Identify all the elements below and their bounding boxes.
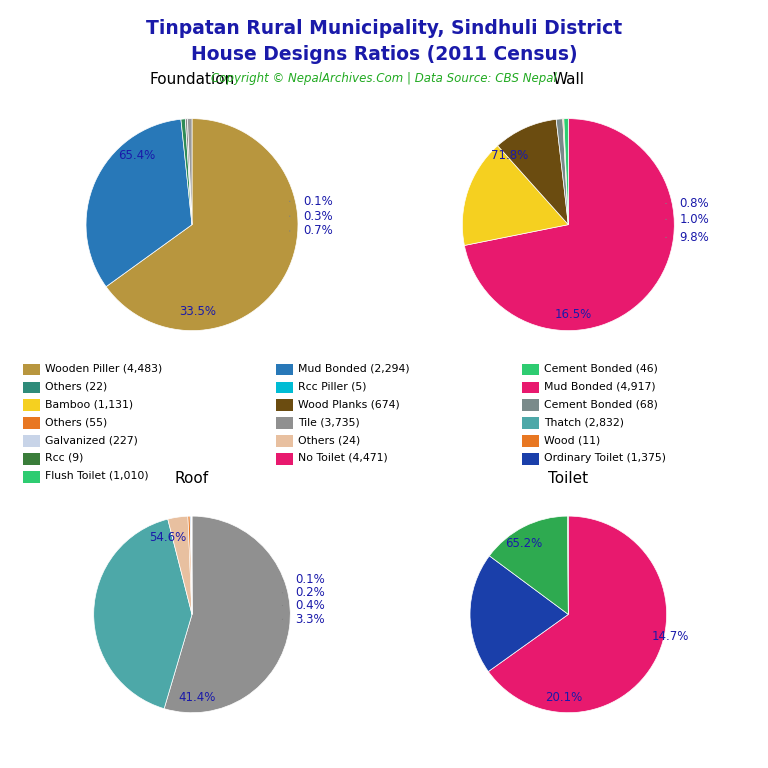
Text: 0.8%: 0.8%	[680, 197, 709, 210]
Title: Wall: Wall	[552, 72, 584, 87]
Title: Toilet: Toilet	[548, 472, 588, 486]
Text: Others (24): Others (24)	[298, 435, 360, 445]
Text: Tinpatan Rural Municipality, Sindhuli District: Tinpatan Rural Municipality, Sindhuli Di…	[146, 19, 622, 38]
Text: Wood (11): Wood (11)	[544, 435, 600, 445]
Text: No Toilet (4,471): No Toilet (4,471)	[298, 453, 388, 463]
Text: 3.3%: 3.3%	[295, 613, 325, 626]
Wedge shape	[106, 118, 298, 330]
Text: Wood Planks (674): Wood Planks (674)	[298, 399, 399, 409]
Text: 65.4%: 65.4%	[118, 149, 155, 162]
Bar	[276, 435, 293, 447]
Text: 0.2%: 0.2%	[295, 586, 325, 599]
Bar	[23, 453, 40, 465]
Wedge shape	[167, 516, 192, 614]
Bar	[522, 453, 539, 465]
Text: Mud Bonded (4,917): Mud Bonded (4,917)	[544, 381, 655, 391]
Text: House Designs Ratios (2011 Census): House Designs Ratios (2011 Census)	[190, 45, 578, 64]
Bar	[522, 364, 539, 375]
Bar	[23, 382, 40, 393]
Wedge shape	[488, 516, 667, 713]
Bar	[522, 382, 539, 393]
Text: Tile (3,735): Tile (3,735)	[298, 417, 359, 427]
Text: Ordinary Toilet (1,375): Ordinary Toilet (1,375)	[544, 453, 666, 463]
Text: Cement Bonded (46): Cement Bonded (46)	[544, 363, 657, 373]
Bar	[23, 364, 40, 375]
Bar	[23, 472, 40, 482]
Text: Galvanized (227): Galvanized (227)	[45, 435, 137, 445]
Wedge shape	[185, 119, 192, 224]
Text: 14.7%: 14.7%	[652, 630, 689, 643]
Text: 1.0%: 1.0%	[680, 213, 710, 226]
Bar	[276, 399, 293, 411]
Wedge shape	[94, 519, 192, 709]
Text: Mud Bonded (2,294): Mud Bonded (2,294)	[298, 363, 409, 373]
Bar	[23, 399, 40, 411]
Text: Others (55): Others (55)	[45, 417, 107, 427]
Text: Flush Toilet (1,010): Flush Toilet (1,010)	[45, 471, 148, 481]
Wedge shape	[181, 119, 192, 224]
Wedge shape	[465, 118, 674, 330]
Bar	[276, 382, 293, 393]
Bar	[522, 435, 539, 447]
Wedge shape	[498, 119, 568, 224]
Wedge shape	[188, 516, 192, 614]
Title: Roof: Roof	[175, 472, 209, 486]
Wedge shape	[462, 146, 568, 246]
Wedge shape	[86, 119, 192, 286]
Bar	[276, 453, 293, 465]
Wedge shape	[164, 516, 290, 713]
Text: Others (22): Others (22)	[45, 381, 107, 391]
Text: 33.5%: 33.5%	[179, 305, 216, 318]
Text: 0.3%: 0.3%	[303, 210, 333, 223]
Text: 0.4%: 0.4%	[295, 599, 325, 612]
Text: 20.1%: 20.1%	[545, 691, 582, 704]
Text: 71.8%: 71.8%	[492, 149, 528, 162]
Text: Copyright © NepalArchives.Com | Data Source: CBS Nepal: Copyright © NepalArchives.Com | Data Sou…	[211, 72, 557, 85]
Text: 65.2%: 65.2%	[505, 537, 543, 550]
Text: 0.1%: 0.1%	[303, 195, 333, 208]
Text: 54.6%: 54.6%	[149, 531, 186, 545]
Bar	[522, 399, 539, 411]
Wedge shape	[489, 516, 568, 614]
Bar	[23, 435, 40, 447]
Text: 0.1%: 0.1%	[295, 574, 325, 587]
Text: Rcc Piller (5): Rcc Piller (5)	[298, 381, 366, 391]
Text: Cement Bonded (68): Cement Bonded (68)	[544, 399, 657, 409]
Title: Foundation: Foundation	[149, 72, 235, 87]
Text: Bamboo (1,131): Bamboo (1,131)	[45, 399, 133, 409]
Bar	[276, 364, 293, 375]
Bar	[522, 418, 539, 429]
Wedge shape	[564, 118, 568, 224]
Text: 16.5%: 16.5%	[555, 308, 592, 321]
Wedge shape	[190, 516, 192, 614]
Text: 0.7%: 0.7%	[303, 224, 333, 237]
Bar	[23, 418, 40, 429]
Text: Wooden Piller (4,483): Wooden Piller (4,483)	[45, 363, 162, 373]
Text: Rcc (9): Rcc (9)	[45, 453, 83, 463]
Wedge shape	[563, 119, 568, 224]
Text: Thatch (2,832): Thatch (2,832)	[544, 417, 624, 427]
Text: 9.8%: 9.8%	[680, 231, 710, 244]
Wedge shape	[470, 556, 568, 671]
Bar	[276, 418, 293, 429]
Text: 41.4%: 41.4%	[178, 691, 216, 704]
Wedge shape	[556, 119, 568, 224]
Wedge shape	[187, 118, 192, 224]
